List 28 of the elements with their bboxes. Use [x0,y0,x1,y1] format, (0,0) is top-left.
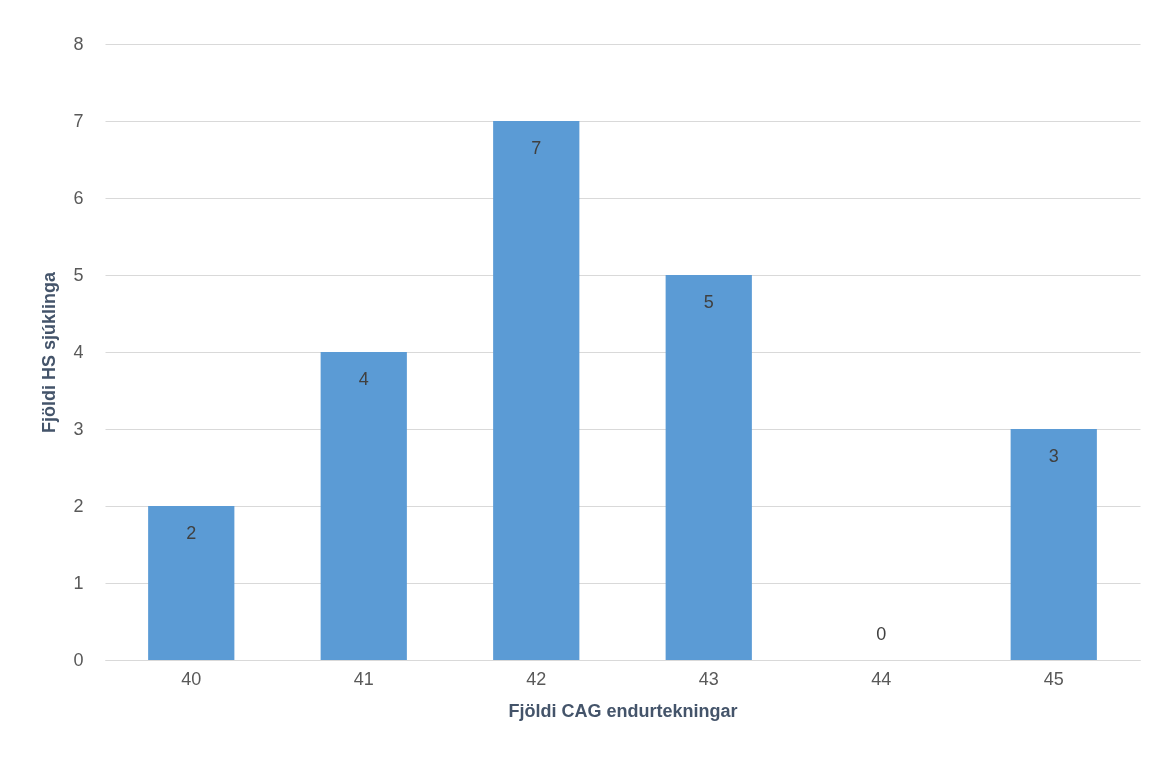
x-tick-label: 45 [1043,668,1064,689]
y-axis-title: Fjöldi HS sjúklinga [39,271,60,434]
y-tick-label: 7 [73,110,84,131]
data-label: 2 [186,523,197,543]
x-tick-label: 40 [181,668,202,689]
data-label: 7 [531,138,542,158]
bar [665,275,752,660]
bar [320,352,407,660]
y-tick-label: 8 [73,33,84,54]
data-label: 3 [1048,446,1059,466]
x-tick-label: 41 [353,668,374,689]
bar [493,121,580,660]
x-tick-label: 42 [526,668,547,689]
y-tick-label: 5 [73,264,84,285]
data-label: 0 [876,624,887,644]
x-tick-label: 43 [698,668,719,689]
bar [148,506,235,660]
y-tick-label: 2 [73,495,84,516]
y-tick-label: 1 [73,572,84,593]
x-tick-label: 44 [871,668,892,689]
y-tick-label: 0 [73,649,84,670]
y-tick-label: 6 [73,187,84,208]
x-axis-title: Fjöldi CAG endurtekningar [508,700,738,721]
bar [1010,429,1097,660]
data-label: 5 [703,292,714,312]
y-tick-label: 4 [73,341,84,362]
data-label: 4 [358,369,369,389]
y-tick-label: 3 [73,418,84,439]
